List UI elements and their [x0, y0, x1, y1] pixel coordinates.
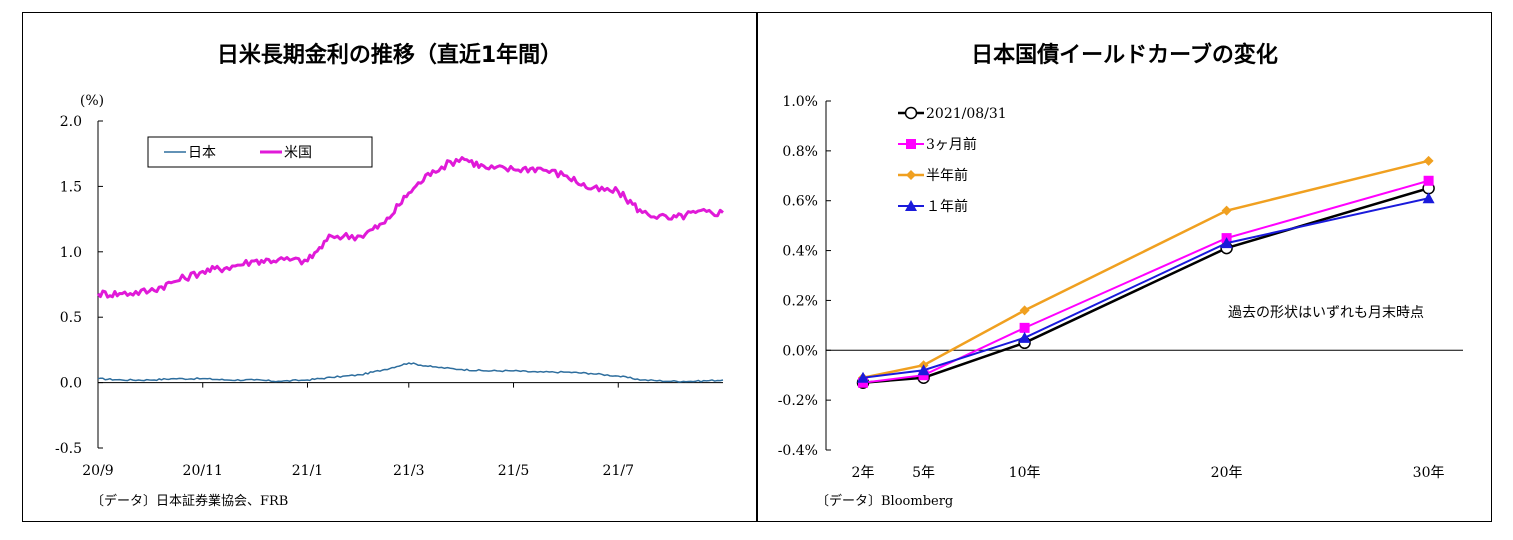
- y-tick-label: 0.0%: [782, 343, 818, 359]
- data-point: [1019, 322, 1030, 333]
- y-tick-label: -0.5: [55, 441, 82, 457]
- data-point: [1019, 305, 1030, 316]
- japan-yield-line: [97, 362, 724, 383]
- legend-label: 日本: [188, 145, 216, 161]
- x-tick-label: 20年: [1211, 465, 1243, 481]
- y-tick-label: 0.5: [60, 310, 82, 326]
- annotation: 過去の形状はいずれも月末時点: [1228, 305, 1424, 321]
- y-tick-label: 0.0: [60, 376, 82, 392]
- rate-chart-panel: 日米長期金利の推移（直近1年間） (%) 2.0 1.5 1.0 0.5 0.0 -0.5 2…: [22, 12, 757, 522]
- legend-label: 半年前: [926, 167, 968, 184]
- x-tick-label: 20/9: [82, 463, 113, 479]
- data-source: 〔データ〕日本証券業協会、FRB: [91, 494, 289, 509]
- x-tick-label: 21/5: [498, 463, 529, 479]
- x-tick-label: 21/1: [292, 463, 323, 479]
- us-yield-line: [96, 156, 724, 299]
- legend-label: 米国: [284, 145, 312, 161]
- y-tick-label: 0.4%: [782, 244, 818, 260]
- y-tick-label: 0.6%: [782, 194, 818, 210]
- series-4: [857, 192, 1435, 383]
- yield-curve-panel: 日本国債イールドカーブの変化 1.0% 0.8% 0.6% 0.4% 0.2% 0.0% -…: [757, 12, 1492, 522]
- y-tick-label: -0.2%: [778, 393, 818, 409]
- x-tick-label: 20/11: [183, 463, 223, 479]
- legend-marker: [904, 106, 918, 120]
- chart-title: 日本国債イールドカーブの変化: [971, 43, 1278, 68]
- legend-marker: [905, 200, 917, 211]
- x-tick-label: 2年: [852, 465, 875, 481]
- x-tick-label: 10年: [1009, 465, 1041, 481]
- x-tick-label: 21/7: [603, 463, 634, 479]
- y-tick-label: 1.0: [60, 245, 82, 261]
- data-point: [1220, 237, 1233, 249]
- data-point: [917, 364, 930, 376]
- y-tick-label: 0.8%: [782, 144, 818, 160]
- x-tick-label: 30年: [1413, 465, 1445, 481]
- chart-title: 日米長期金利の推移（直近1年間）: [216, 43, 563, 68]
- data-point: [857, 371, 869, 383]
- rate-chart: (%) 2.0 1.5 1.0 0.5 0.0 -0.520/9 20/11 21/1 21/3 2…: [55, 93, 724, 479]
- y-tick-label: 1.0%: [782, 94, 818, 110]
- legend-marker: [906, 170, 916, 180]
- data-source: 〔データ〕Bloomberg: [816, 494, 954, 509]
- data-point: [1422, 192, 1435, 204]
- legend-label: １年前: [926, 198, 968, 215]
- legend-label: 2021/08/31: [926, 106, 1007, 122]
- legend-label: 3ヶ月前: [926, 136, 977, 153]
- unit-label: (%): [80, 93, 104, 109]
- data-point: [1423, 175, 1434, 186]
- legend-marker: [906, 139, 916, 149]
- y-tick-label: -0.4%: [778, 443, 818, 459]
- data-point: [1423, 155, 1434, 166]
- series-3: [858, 155, 1434, 383]
- x-tick-label: 21/3: [393, 463, 424, 479]
- yield-curve-chart: 1.0% 0.8% 0.6% 0.4% 0.2% 0.0% -0.2% -0.4% 2年 5年 10…: [778, 94, 1463, 481]
- data-point: [1221, 205, 1232, 216]
- series-line: [862, 159, 1429, 379]
- x-tick-label: 5年: [912, 465, 935, 481]
- y-tick-label: 0.2%: [782, 293, 818, 309]
- data-point: [1018, 331, 1031, 343]
- y-tick-label: 1.5: [60, 179, 82, 195]
- y-tick-label: 2.0: [60, 114, 82, 130]
